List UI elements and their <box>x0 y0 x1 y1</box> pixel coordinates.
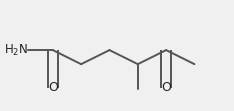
Text: O: O <box>161 81 171 94</box>
Text: O: O <box>48 81 58 94</box>
Text: H$_2$N: H$_2$N <box>4 43 28 58</box>
